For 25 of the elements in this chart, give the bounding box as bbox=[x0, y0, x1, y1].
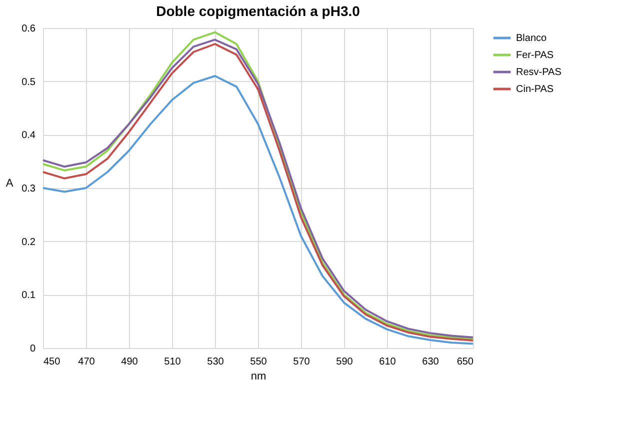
legend-label: Cin-PAS bbox=[516, 84, 554, 95]
y-tick-label: 0.3 bbox=[22, 184, 36, 194]
x-tick-label: 530 bbox=[207, 356, 224, 368]
y-tick-label: 0.6 bbox=[22, 24, 36, 34]
y-tick-label: 0.5 bbox=[22, 76, 36, 88]
y-axis-title: A bbox=[6, 178, 14, 190]
legend-label: Resv-PAS bbox=[516, 67, 562, 78]
y-tick-label: 0.2 bbox=[22, 236, 36, 248]
x-tick-label: 450 bbox=[44, 356, 61, 368]
x-tick-label: 590 bbox=[336, 356, 354, 368]
x-tick-label: 650 bbox=[456, 356, 474, 368]
x-tick-label: 570 bbox=[293, 356, 310, 368]
x-axis-title: nm bbox=[250, 370, 266, 382]
legend-label: Fer-PAS bbox=[516, 50, 554, 61]
x-tick-label: 510 bbox=[164, 356, 182, 368]
x-tick-label: 550 bbox=[250, 356, 268, 368]
x-tick-label: 470 bbox=[78, 356, 96, 368]
x-tick-label: 610 bbox=[379, 356, 396, 368]
y-tick-label: 0.4 bbox=[22, 130, 36, 142]
chart-title: Doble copigmentación a pH3.0 bbox=[156, 3, 360, 19]
y-tick-label: 0 bbox=[30, 344, 36, 354]
x-tick-label: 630 bbox=[422, 356, 440, 368]
x-tick-label: 490 bbox=[121, 356, 138, 368]
legend-label: Blanco bbox=[516, 33, 548, 44]
y-tick-label: 0.1 bbox=[22, 290, 36, 302]
